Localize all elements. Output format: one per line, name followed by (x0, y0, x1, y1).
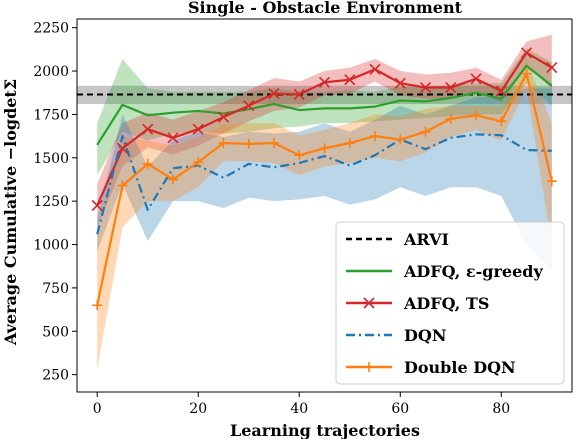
band-series-2 (97, 34, 552, 228)
series-group (77, 34, 572, 370)
marker-series-2-14 (445, 81, 457, 94)
marker-series-2-6 (243, 100, 255, 112)
marker-series-4-9 (319, 143, 330, 154)
marker-series-2-4 (192, 123, 204, 135)
marker-series-4-11 (370, 131, 381, 142)
y-axis-label: Average Cumulative −logdetΣ (1, 79, 20, 346)
marker-series-2-1 (116, 142, 129, 154)
plot-frame (76, 18, 573, 393)
marker-series-4-13 (420, 126, 431, 137)
marker-series-2-9 (318, 76, 331, 88)
chart-title: Single - Obstacle Environment (188, 0, 463, 17)
y-tick-label-2250: 2250 (33, 21, 69, 37)
legend-box (335, 221, 565, 385)
marker-series-4-7 (268, 138, 279, 149)
marker-series-2-17 (520, 47, 533, 59)
marker-series-4-8 (294, 150, 305, 161)
marker-series-2-8 (293, 88, 305, 101)
axes: 0 20 40 60 80 250 500 750 1000 1250 1500 1750 2000 22… (33, 18, 573, 417)
marker-series-2-12 (394, 77, 406, 89)
marker-series-4-0 (92, 300, 103, 311)
plot-area (77, 34, 572, 370)
marker-series-2-10 (344, 74, 356, 86)
x-tick-label-20: 20 (189, 401, 207, 417)
marker-series-2-3 (167, 132, 179, 144)
legend-marker-2 (363, 297, 375, 309)
marker-series-2-5 (217, 111, 230, 123)
band-series-4 (97, 60, 552, 370)
marker-series-4-2 (142, 158, 153, 169)
marker-series-4-15 (471, 110, 482, 121)
marker-series-2-11 (369, 63, 381, 75)
legend-marker-4 (364, 362, 374, 372)
legend-label-1: ADFQ, ε-greedy (403, 262, 543, 281)
y-tick-label-500: 500 (42, 324, 69, 340)
marker-series-2-16 (495, 85, 507, 97)
marker-series-2-2 (142, 123, 154, 135)
y-tick-label-1500: 1500 (33, 151, 69, 167)
marker-series-4-4 (193, 157, 204, 168)
legend-label-3: DQN (404, 326, 446, 345)
marker-series-4-17 (521, 68, 532, 79)
legend-label-2: ADFQ, TS (403, 294, 489, 313)
y-tick-label-1000: 1000 (33, 238, 69, 254)
marker-series-4-3 (167, 174, 178, 185)
marker-series-2-0 (91, 199, 103, 212)
marker-series-4-18 (546, 176, 557, 187)
marker-series-4-1 (117, 180, 128, 191)
marker-series-4-6 (243, 138, 254, 149)
marker-series-2-7 (268, 88, 280, 100)
line-series-1 (96, 64, 553, 146)
x-tick-label-40: 40 (290, 401, 308, 417)
marker-series-4-14 (445, 113, 456, 124)
x-axis-label: Learning trajectories (230, 421, 420, 439)
marker-series-2-15 (470, 73, 482, 85)
marker-series-2-18 (546, 62, 558, 74)
line-series-3 (96, 133, 552, 235)
marker-series-4-10 (344, 138, 355, 149)
y-tick-label-750: 750 (42, 281, 69, 297)
x-tick-label-80: 80 (492, 401, 510, 417)
y-tick-label-250: 250 (42, 368, 69, 384)
marker-series-4-5 (218, 138, 229, 149)
marker-series-4-12 (395, 134, 406, 145)
y-tick-label-2000: 2000 (33, 64, 69, 80)
x-tick-label-0: 0 (93, 401, 102, 417)
marker-series-2-13 (419, 81, 432, 94)
y-tick-label-1250: 1250 (33, 194, 69, 210)
y-tick-label-1750: 1750 (33, 107, 69, 123)
marker-series-4-16 (496, 116, 507, 127)
legend-label-0: ARVI (403, 230, 449, 249)
band-series-1 (97, 48, 552, 176)
legend-label-4: Double DQN (404, 358, 516, 377)
band-series-3 (97, 88, 552, 271)
legend: ARVI ADFQ, ε-greedy ADFQ, TS DQN Double DQN (335, 221, 565, 385)
x-tick-label-60: 60 (391, 401, 409, 417)
